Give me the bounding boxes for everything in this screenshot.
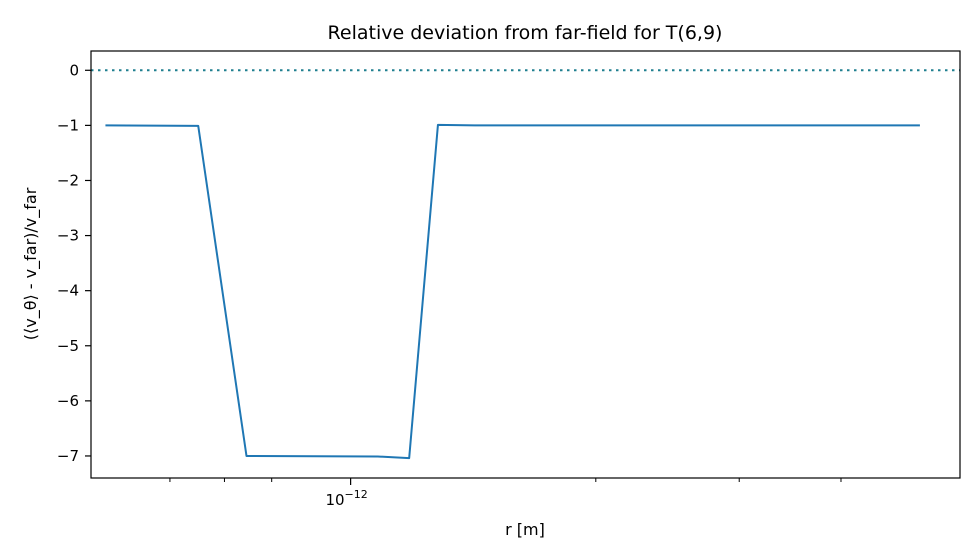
y-tick-label: −2 bbox=[57, 171, 79, 189]
y-tick-label: 0 bbox=[69, 61, 79, 79]
series-line-0 bbox=[105, 123, 920, 460]
x-axis-label: r [m] bbox=[505, 520, 545, 539]
y-axis-label: (⟨v_θ⟩ - v_far)/v_far bbox=[21, 187, 41, 340]
y-axis: 0 −1 −2 −3 −4 −5 −6 −7 bbox=[57, 61, 91, 465]
y-axis-label-text: ⟨v_θ⟩ - v_far)/v_far bbox=[21, 187, 41, 334]
y-tick-label: −3 bbox=[57, 227, 79, 245]
y-tick-label: −7 bbox=[57, 447, 79, 465]
plot-area bbox=[90, 50, 961, 479]
y-axis-label-open: ( bbox=[21, 334, 40, 340]
series-layer bbox=[105, 123, 920, 460]
x-axis: 10−12 bbox=[169, 478, 842, 509]
y-tick-label: −4 bbox=[57, 282, 79, 300]
plot-frame bbox=[90, 50, 961, 479]
x-tick-label: 10−12 bbox=[325, 488, 367, 509]
y-tick-label: −1 bbox=[57, 116, 79, 134]
chart-title: Relative deviation from far-field for T(… bbox=[328, 22, 723, 44]
y-tick-label: −6 bbox=[57, 392, 79, 410]
y-tick-label: −5 bbox=[57, 337, 79, 355]
